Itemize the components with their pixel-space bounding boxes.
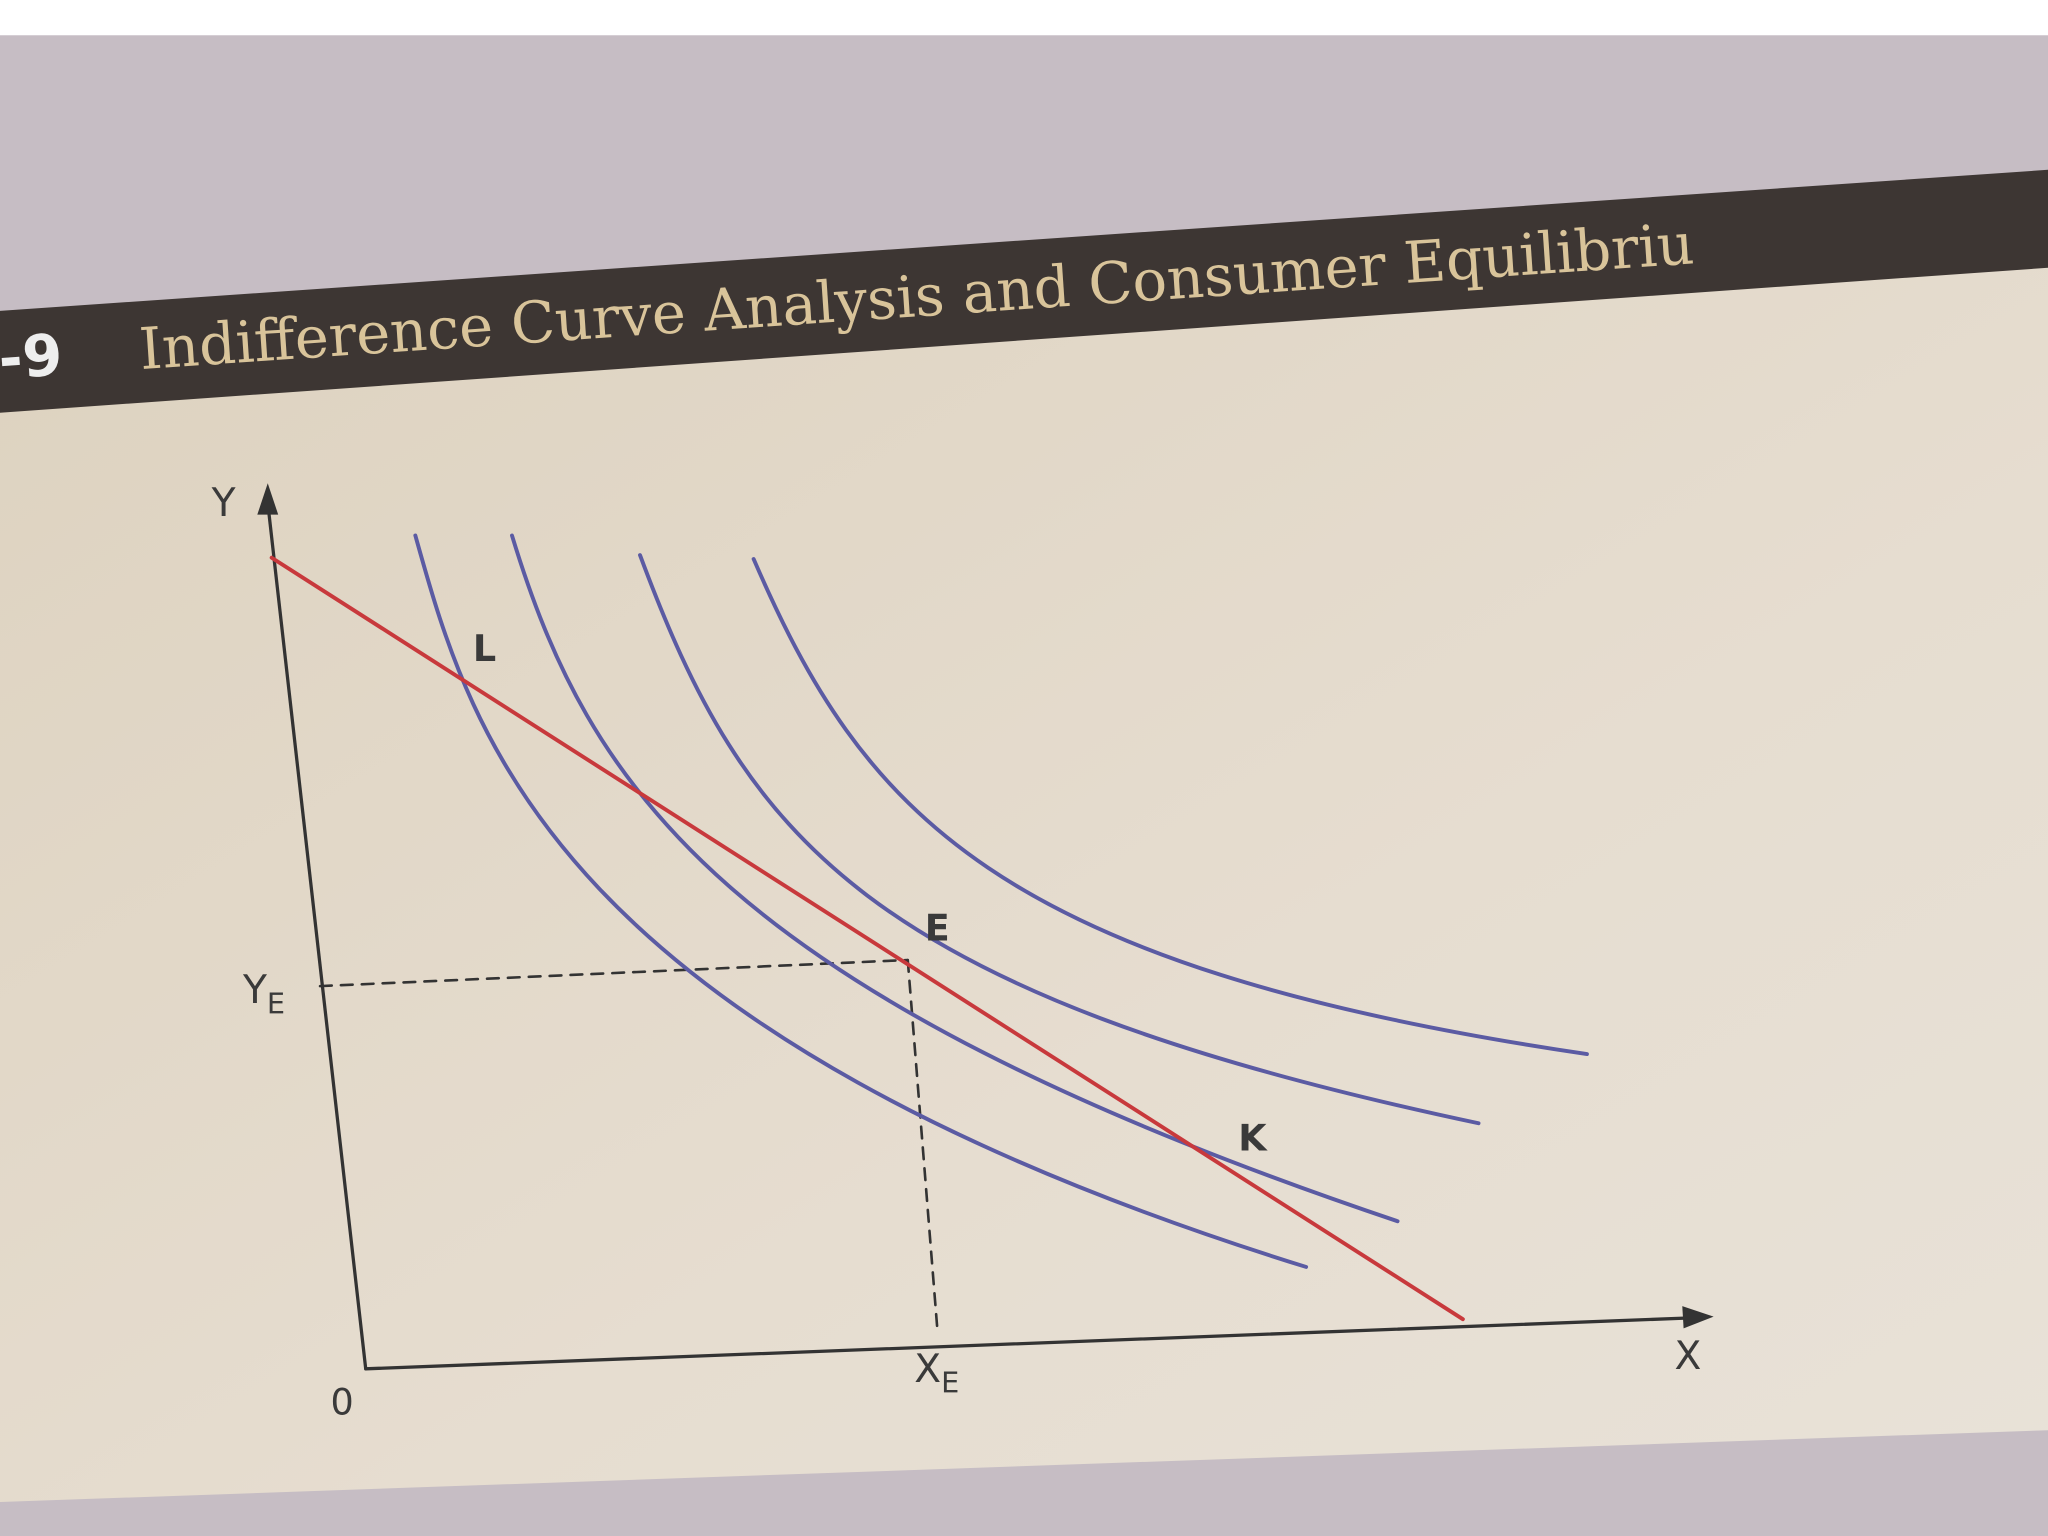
xe-guide: [906, 958, 940, 1337]
y-axis: [266, 501, 368, 1371]
xe-sub: E: [941, 1365, 959, 1399]
x-axis: [364, 1316, 1694, 1371]
point-label: L: [473, 627, 496, 670]
indifference-curve: [510, 533, 1400, 1224]
origin-label: 0: [330, 1381, 353, 1424]
indifference-curve: [751, 557, 1589, 1056]
y-axis-label: Y: [211, 481, 236, 526]
point-label: E: [925, 906, 950, 949]
y-arrow: [257, 483, 279, 515]
title-band: [0, 169, 2048, 413]
ye-main: Y: [242, 968, 267, 1013]
indifference-curve: [413, 533, 1309, 1269]
x-axis-label: X: [1674, 1334, 1701, 1379]
page-paper: [0, 248, 2048, 1503]
ye-guide: [318, 958, 910, 988]
ye-label: YE: [242, 968, 285, 1020]
indifference-curve: [638, 553, 1481, 1126]
x-arrow: [1682, 1306, 1714, 1329]
xe-label: XE: [914, 1347, 959, 1399]
figure-number: -9: [0, 322, 65, 393]
xe-main: X: [914, 1347, 941, 1392]
budget-line: [269, 555, 1465, 1322]
ye-sub: E: [267, 987, 285, 1021]
diagram: [257, 483, 1714, 1371]
point-label: K: [1238, 1117, 1268, 1160]
